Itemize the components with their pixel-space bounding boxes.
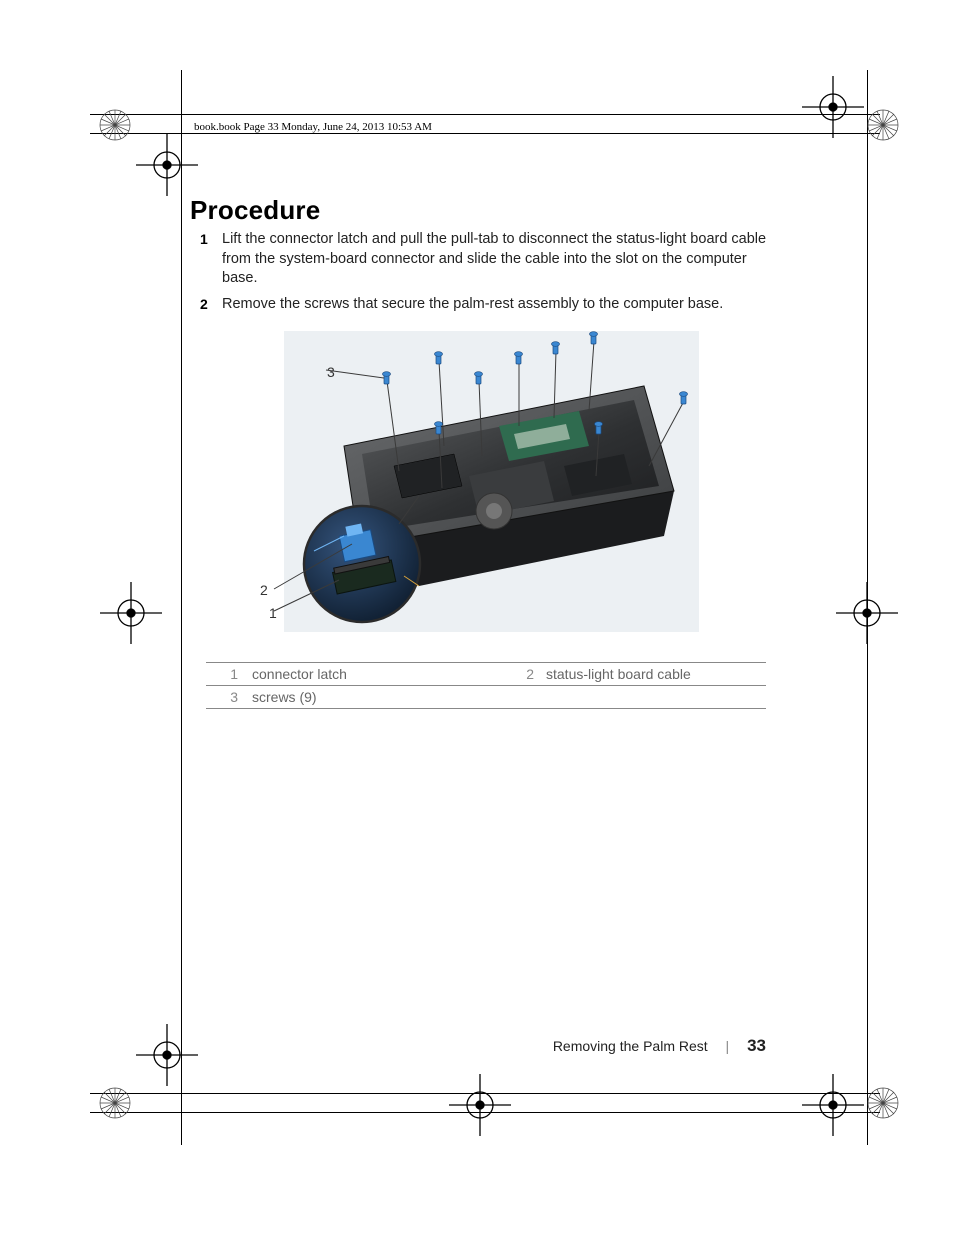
crop-target-icon: [798, 72, 868, 142]
crop-target-icon: [132, 1020, 202, 1090]
legend-label: [546, 689, 766, 705]
crop-radial-icon: [98, 1086, 132, 1120]
step-text: Lift the connector latch and pull the pu…: [222, 230, 775, 289]
crop-radial-icon: [98, 108, 132, 142]
footer-separator: |: [726, 1038, 730, 1054]
figure-callout-2: 2: [260, 582, 268, 598]
procedure-steps: 1 Lift the connector latch and pull the …: [200, 230, 775, 320]
footer-page-number: 33: [747, 1036, 766, 1055]
legend-num: [506, 689, 546, 705]
crop-target-icon: [132, 130, 202, 200]
crop-line-left: [181, 70, 182, 1145]
legend-label: status-light board cable: [546, 666, 766, 682]
legend-num: 2: [506, 666, 546, 682]
running-header: book.book Page 33 Monday, June 24, 2013 …: [194, 121, 432, 133]
page: book.book Page 33 Monday, June 24, 2013 …: [0, 0, 954, 1235]
figure-illustration: [244, 326, 719, 646]
step-2: 2 Remove the screws that secure the palm…: [200, 295, 775, 315]
footer-section-title: Removing the Palm Rest: [553, 1038, 708, 1054]
crop-radial-icon: [866, 1086, 900, 1120]
figure-panel: 3 2 1: [284, 331, 699, 632]
step-text: Remove the screws that secure the palm-r…: [222, 295, 775, 315]
section-heading: Procedure: [190, 195, 320, 226]
step-number: 2: [200, 295, 222, 315]
legend-num: 3: [206, 689, 252, 705]
legend-row: 3 screws (9): [206, 685, 766, 709]
step-number: 1: [200, 230, 222, 289]
crop-target-icon: [832, 578, 902, 648]
crop-line-upper2: [90, 133, 880, 134]
legend-row: 1 connector latch 2 status-light board c…: [206, 662, 766, 685]
crop-target-icon: [445, 1070, 515, 1140]
legend-label: screws (9): [252, 689, 506, 705]
legend-label: connector latch: [252, 666, 506, 682]
figure-callout-3: 3: [327, 364, 335, 380]
crop-line-upper: [90, 114, 880, 115]
figure-callout-1: 1: [269, 605, 277, 621]
figure-legend: 1 connector latch 2 status-light board c…: [206, 662, 766, 709]
legend-num: 1: [206, 666, 252, 682]
crop-radial-icon: [866, 108, 900, 142]
crop-target-icon: [798, 1070, 868, 1140]
step-1: 1 Lift the connector latch and pull the …: [200, 230, 775, 289]
crop-target-icon: [96, 578, 166, 648]
